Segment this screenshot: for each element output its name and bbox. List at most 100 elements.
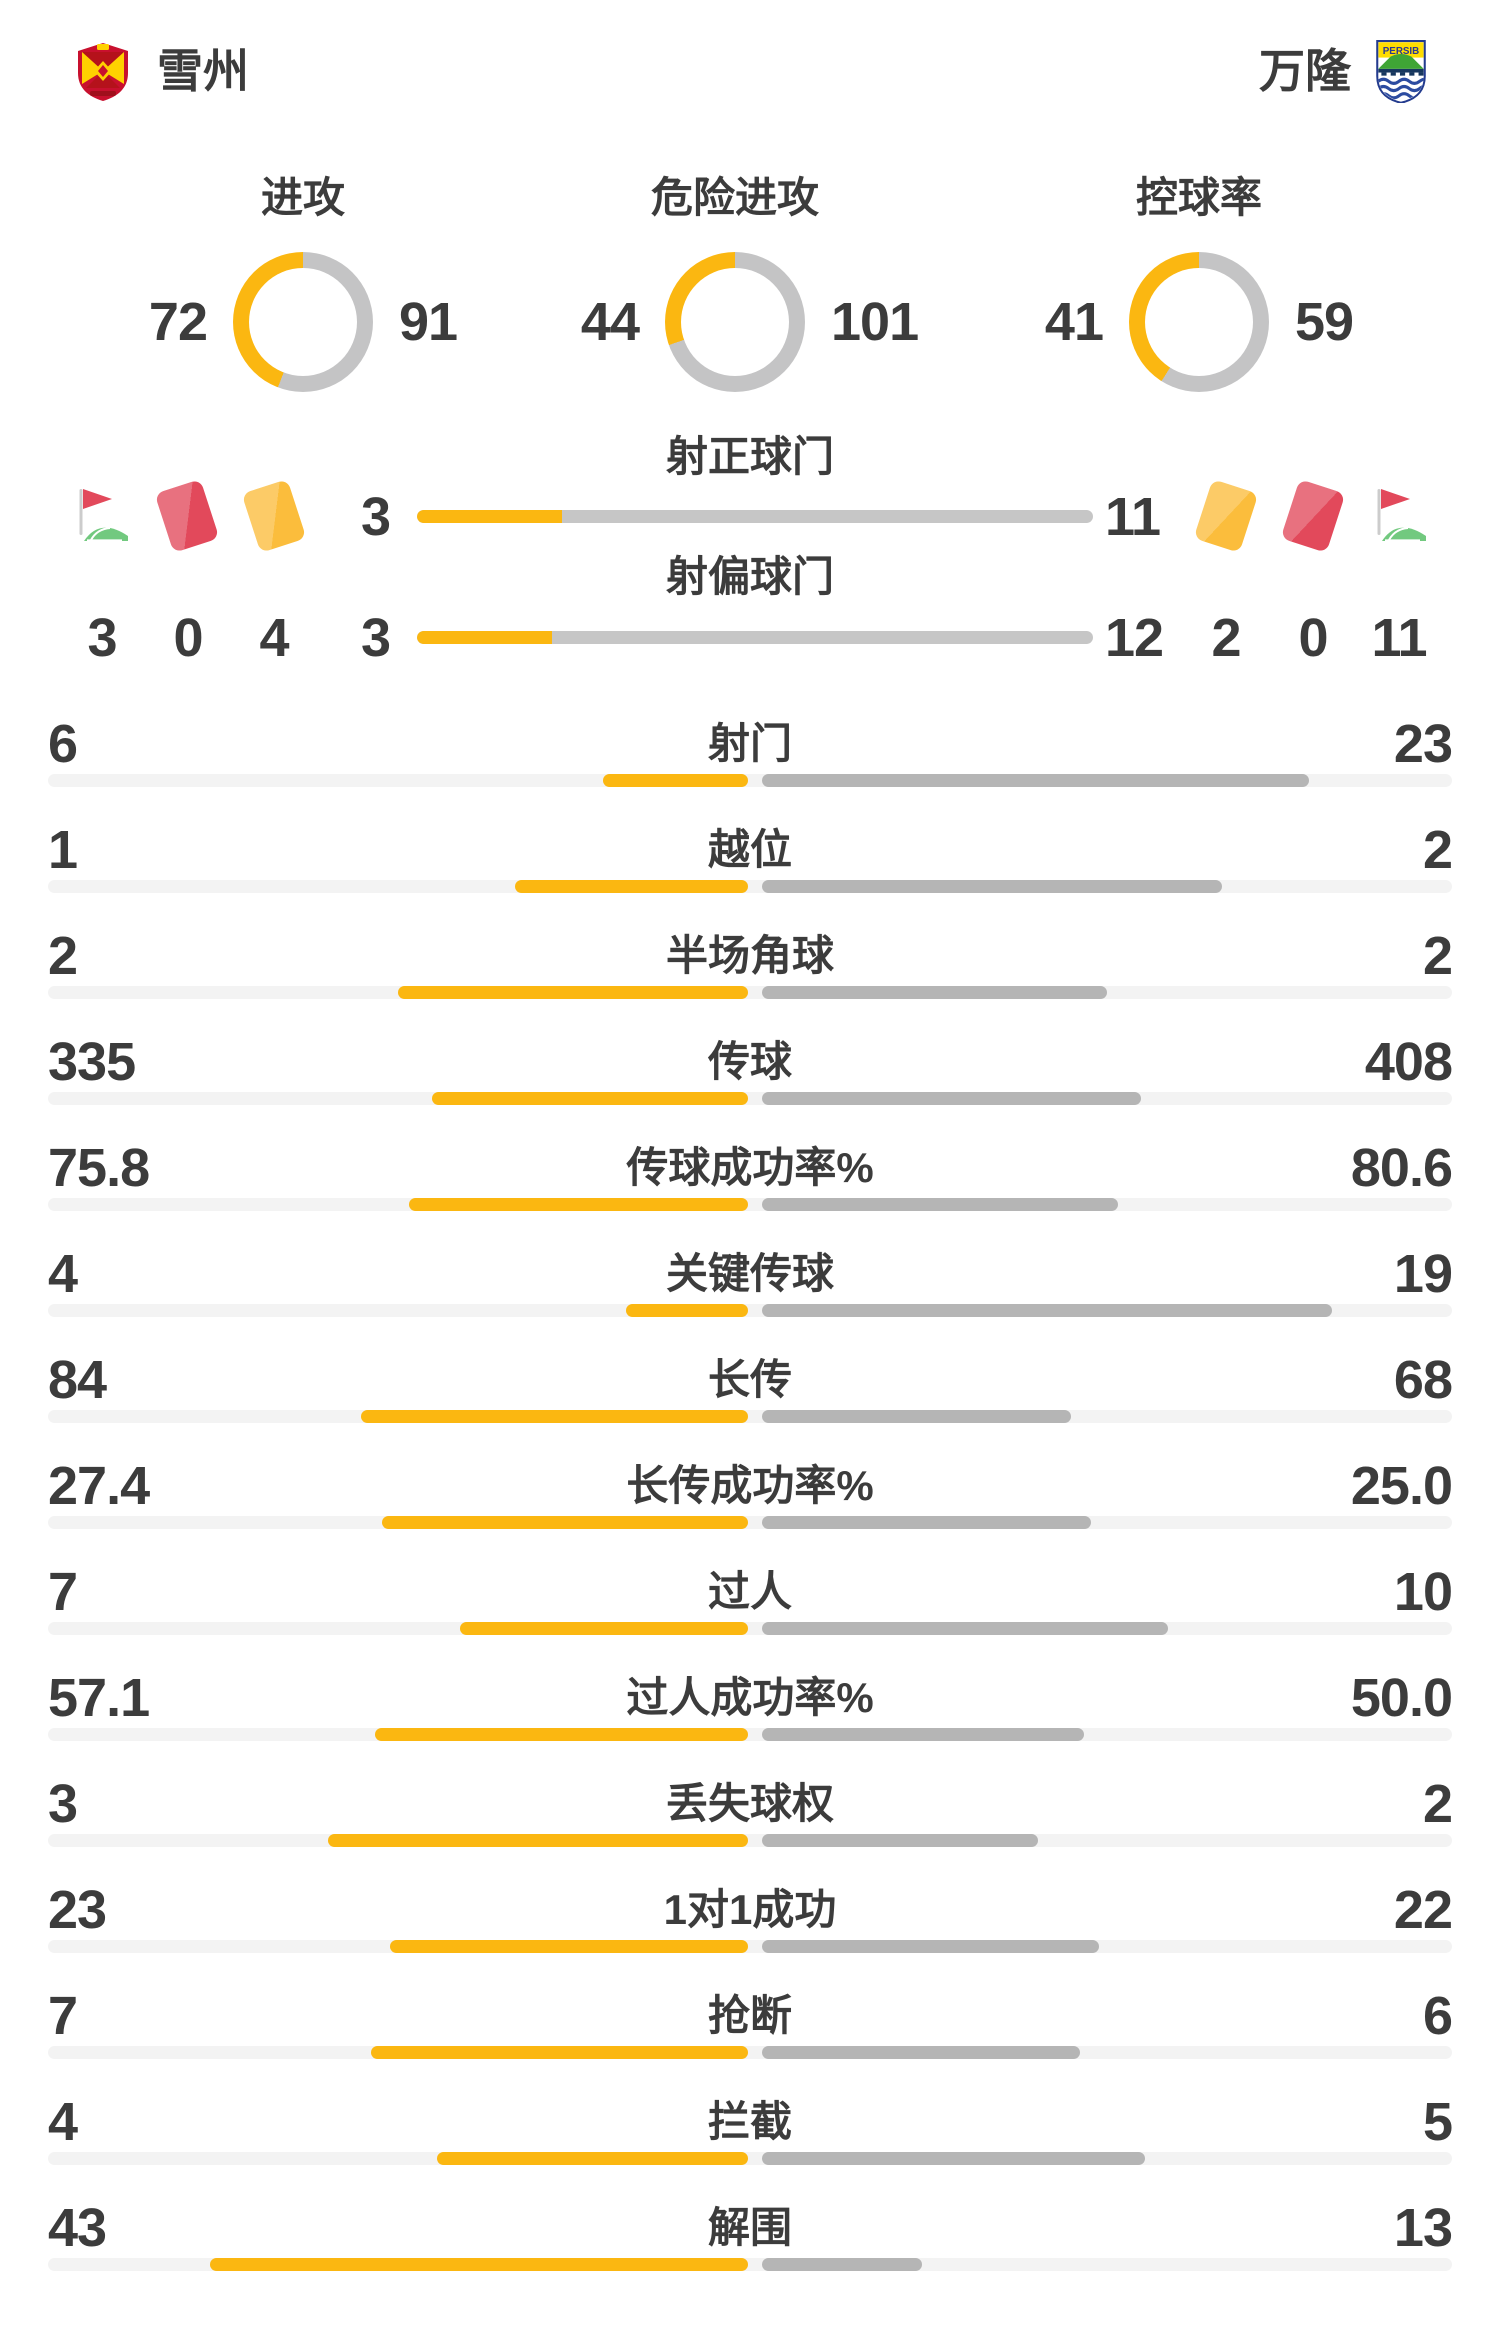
stat-row: 23 1对1成功 22 [0,1857,1500,1963]
stat-bar-home [515,880,748,893]
stat-home-value: 335 [48,1032,136,1092]
yellow-card-icon [241,479,307,553]
home-team-header: 雪州 [73,40,249,102]
stat-row: 43 解围 13 [0,2175,1500,2281]
yellow-card-icon [1193,479,1259,553]
stat-bar-home [603,774,748,787]
stat-row: 75.8 传球成功率% 80.6 [0,1115,1500,1221]
stat-bar-track [48,1834,1452,1847]
stat-bar-track [48,1198,1452,1211]
home-yellow-cards-count: 4 [259,608,289,668]
stat-away-value: 2 [1422,820,1453,880]
stat-away-value: 25.0 [1350,1456,1453,1516]
stat-bar-away [762,880,1222,893]
stat-bar-track [48,986,1452,999]
donut-ring [1129,252,1269,392]
stat-bar-away [762,1940,1099,1953]
stat-home-value: 2 [48,926,78,986]
stat-bar-away [762,1834,1038,1847]
home-team-logo [78,43,128,101]
stat-bar-home [390,1940,748,1953]
stat-label: 越位 [707,826,792,873]
stat-label: 长传 [707,1356,792,1403]
stat-home-value: 6 [48,714,78,774]
donut-title: 危险进攻 [650,174,819,221]
stat-home-value: 57.1 [48,1668,150,1728]
donut-title: 进攻 [260,174,345,221]
stat-label: 拦截 [707,2098,792,2145]
stat-away-value: 80.6 [1350,1138,1453,1198]
stat-home-value: 4 [48,1244,78,1304]
away-team-logo: PERSIB [1376,40,1426,103]
donut-away-value: 59 [1295,292,1354,352]
stat-label: 射门 [707,720,792,767]
stat-home-value: 7 [48,1986,78,2046]
stat-bar-away [762,1622,1168,1635]
stat-row: 1 越位 2 [0,797,1500,903]
stat-bar-home [432,1092,748,1105]
stat-bar-track [48,1940,1452,1953]
shots-on-target-bar [417,510,1093,523]
stat-bar-away [762,1092,1141,1105]
stat-bar-track [48,2046,1452,2059]
stat-bar-away [762,774,1309,787]
donut-home-value: 41 [1044,292,1104,352]
stat-bar-home [398,986,748,999]
away-corners-count: 11 [1371,608,1427,668]
stat-home-value: 43 [48,2198,107,2258]
stat-bar-away [762,2152,1145,2165]
stat-home-value: 23 [48,1880,107,1940]
donut-away-value: 101 [831,292,919,352]
stat-bar-track [48,2152,1452,2165]
donut-group-attacks: 进攻 72 91 [97,173,509,392]
shots-on-target-title: 射正球门 [665,433,834,480]
shots-off-target-away: 12 [1105,608,1164,668]
stat-away-value: 2 [1422,1774,1453,1834]
away-team-name: 万隆 [1259,45,1351,97]
stat-away-value: 408 [1364,1032,1453,1092]
stat-row: 57.1 过人成功率% 50.0 [0,1645,1500,1751]
stat-bar-track [48,1410,1452,1423]
stat-bar-home [626,1304,748,1317]
shots-off-target-home: 3 [360,608,391,668]
stat-label: 丢失球权 [665,1780,834,1827]
home-team-name: 雪州 [157,45,249,97]
stat-bar-track [48,774,1452,787]
stat-away-value: 23 [1393,714,1453,774]
stat-label: 过人成功率% [626,1674,874,1721]
stat-bar-track [48,2258,1452,2271]
stat-bar-home [371,2046,748,2059]
corner-flag-icon [1377,489,1426,541]
stat-bar-away [762,1516,1091,1529]
stat-away-value: 2 [1422,926,1453,986]
stat-bar-home [375,1728,748,1741]
away-yellow-cards-count: 2 [1211,608,1241,668]
stat-bar-home [382,1516,748,1529]
donut-home-value: 44 [580,292,640,352]
stat-row: 335 传球 408 [0,1009,1500,1115]
donut-group-possession: 控球率 41 59 [993,173,1405,392]
stat-row: 7 过人 10 [0,1539,1500,1645]
stat-row: 2 半场角球 2 [0,903,1500,1009]
stat-away-value: 10 [1393,1562,1453,1622]
stat-label: 抢断 [707,1992,792,2039]
stat-bar-away [762,2046,1080,2059]
donut-ring [233,252,373,392]
stat-label: 长传成功率% [626,1462,874,1509]
shots-on-target-bar-home-fill [417,510,562,523]
stat-bar-home [437,2152,748,2165]
stat-row: 27.4 长传成功率% 25.0 [0,1433,1500,1539]
red-card-icon [1280,479,1346,553]
stat-home-value: 4 [48,2092,78,2152]
donut-title: 控球率 [1135,174,1262,221]
stat-away-value: 22 [1393,1880,1453,1940]
stat-bar-home [210,2258,748,2271]
stat-away-value: 68 [1393,1350,1453,1410]
stat-label: 解围 [707,2204,792,2251]
stat-away-value: 50.0 [1350,1668,1453,1728]
shots-on-target-home: 3 [360,487,391,547]
stat-bar-track [48,1304,1452,1317]
red-card-icon [154,479,220,553]
stat-bar-away [762,1198,1118,1211]
